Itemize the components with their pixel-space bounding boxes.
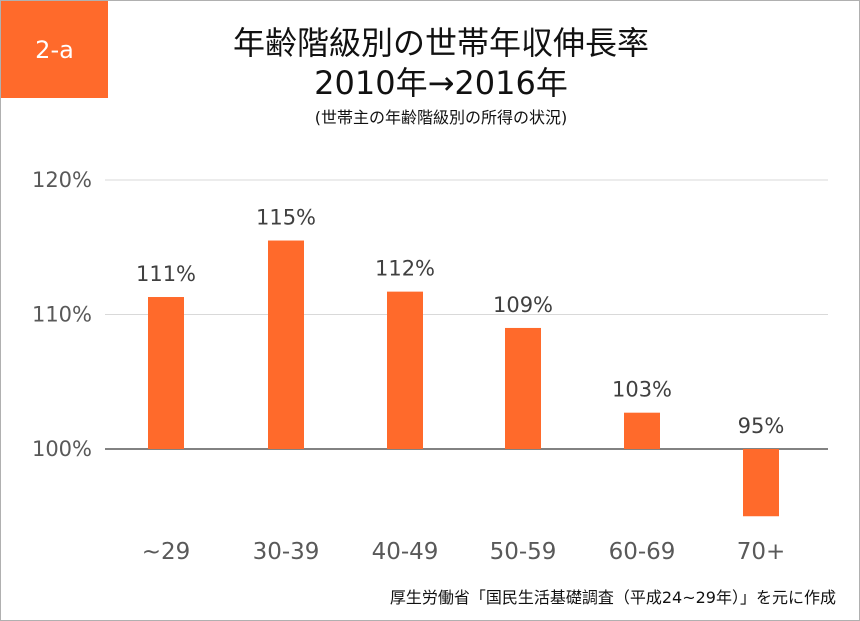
y-tick-label: 100%: [32, 437, 92, 461]
bar-~29: [148, 297, 184, 449]
data-label: 115%: [256, 206, 316, 230]
x-tick-label: 40-49: [372, 539, 439, 565]
y-tick-label: 120%: [32, 168, 92, 192]
x-tick-label: 50-59: [490, 539, 557, 565]
title-block: 年齢階級別の世帯年収伸長率 2010年→2016年 (世帯主の年齢階級別の所得の…: [151, 23, 731, 129]
data-label: 111%: [136, 262, 196, 286]
x-tick-label: ~29: [142, 539, 191, 565]
data-label: 103%: [612, 378, 672, 402]
data-label: 112%: [375, 257, 435, 281]
x-tick-label: 70+: [737, 539, 786, 565]
x-tick-label: 60-69: [609, 539, 676, 565]
data-label: 95%: [738, 414, 785, 438]
y-tick-label: 110%: [32, 303, 92, 327]
bar-30-39: [268, 240, 304, 449]
figure-badge: 2-a: [1, 1, 108, 98]
bar-70+: [743, 449, 779, 517]
bar-40-49: [387, 291, 423, 449]
source-note: 厚生労働省「国民生活基礎調査（平成24~29年）」を元に作成: [389, 588, 836, 607]
data-label: 109%: [493, 293, 553, 317]
x-tick-label: 30-39: [253, 539, 320, 565]
bar-50-59: [505, 327, 541, 449]
chart-subtitle: (世帯主の年齢階級別の所得の状況): [314, 108, 568, 127]
chart-title: 年齢階級別の世帯年収伸長率 2010年→2016年: [232, 24, 649, 102]
bar-60-69: [624, 412, 660, 449]
